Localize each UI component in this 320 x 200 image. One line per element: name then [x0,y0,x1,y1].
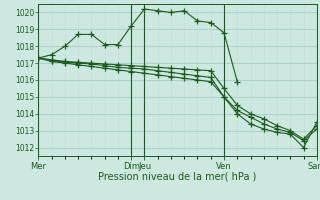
X-axis label: Pression niveau de la mer( hPa ): Pression niveau de la mer( hPa ) [99,172,257,182]
